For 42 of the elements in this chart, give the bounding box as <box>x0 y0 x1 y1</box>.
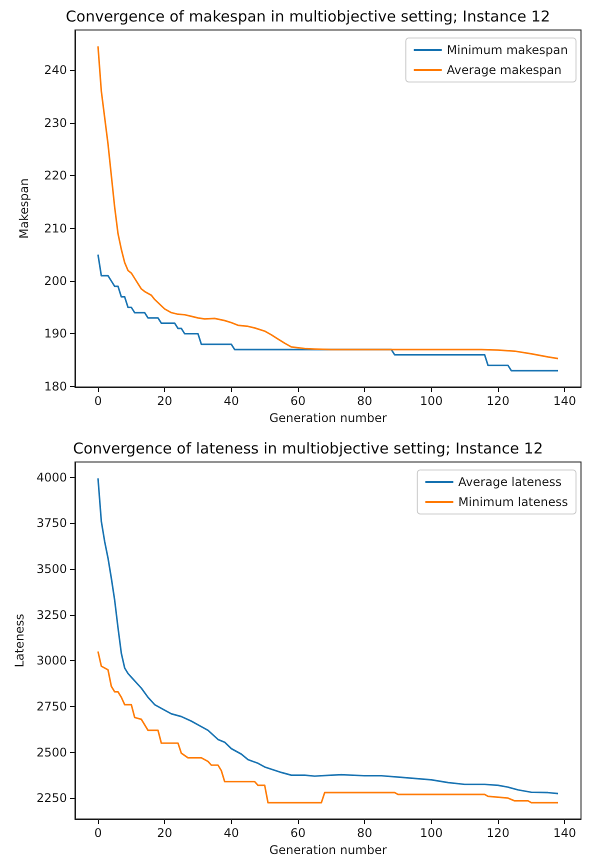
legend-label: Average lateness <box>458 475 562 489</box>
legend-label: Average makespan <box>446 63 562 77</box>
x-tick-label: 20 <box>157 826 172 840</box>
legend-label: Minimum lateness <box>458 495 568 509</box>
y-tick-label: 190 <box>44 326 67 341</box>
y-tick-label: 3250 <box>36 608 67 622</box>
chart-title: Convergence of lateness in multiobjective setting; Instance 12 <box>72 440 544 458</box>
x-tick-label: 0 <box>94 826 102 840</box>
y-tick-label: 200 <box>44 274 67 288</box>
x-tick-label: 40 <box>224 394 239 408</box>
x-tick-label: 60 <box>290 826 306 840</box>
y-tick-label: 220 <box>44 168 67 183</box>
y-tick-label: 230 <box>44 116 67 130</box>
x-tick-label: 140 <box>553 826 576 840</box>
y-tick-label: 4000 <box>36 470 67 484</box>
x-axis-title: Generation number <box>269 410 387 425</box>
y-tick-label: 210 <box>44 221 67 236</box>
legend-label: Minimum makespan <box>446 43 568 57</box>
x-tick-label: 80 <box>357 394 372 408</box>
x-tick-label: 80 <box>357 826 372 840</box>
y-tick-label: 180 <box>44 379 67 394</box>
x-axis-title: Generation number <box>269 842 387 857</box>
x-tick-label: 100 <box>420 394 443 408</box>
y-tick-label: 240 <box>44 63 67 78</box>
y-tick-label: 2500 <box>36 745 67 760</box>
y-tick-label: 2250 <box>36 791 67 806</box>
y-tick-label: 2750 <box>36 699 67 714</box>
y-tick-label: 3750 <box>36 516 67 530</box>
x-tick-label: 60 <box>290 394 306 408</box>
y-axis-title: Makespan <box>17 178 31 239</box>
x-tick-label: 40 <box>224 826 239 840</box>
x-tick-label: 0 <box>94 394 102 408</box>
x-tick-label: 120 <box>486 826 510 840</box>
y-tick-label: 3500 <box>36 562 67 576</box>
line-series <box>97 650 559 804</box>
chart-title: Convergence of makespan in multiobjective setting; Instance 12 <box>66 8 550 26</box>
x-tick-label: 140 <box>553 394 576 408</box>
y-tick-label: 3000 <box>36 654 67 668</box>
x-tick-label: 100 <box>420 826 443 840</box>
x-tick-label: 120 <box>486 394 510 408</box>
x-tick-label: 20 <box>157 394 172 408</box>
y-axis-title: Lateness <box>12 614 27 668</box>
